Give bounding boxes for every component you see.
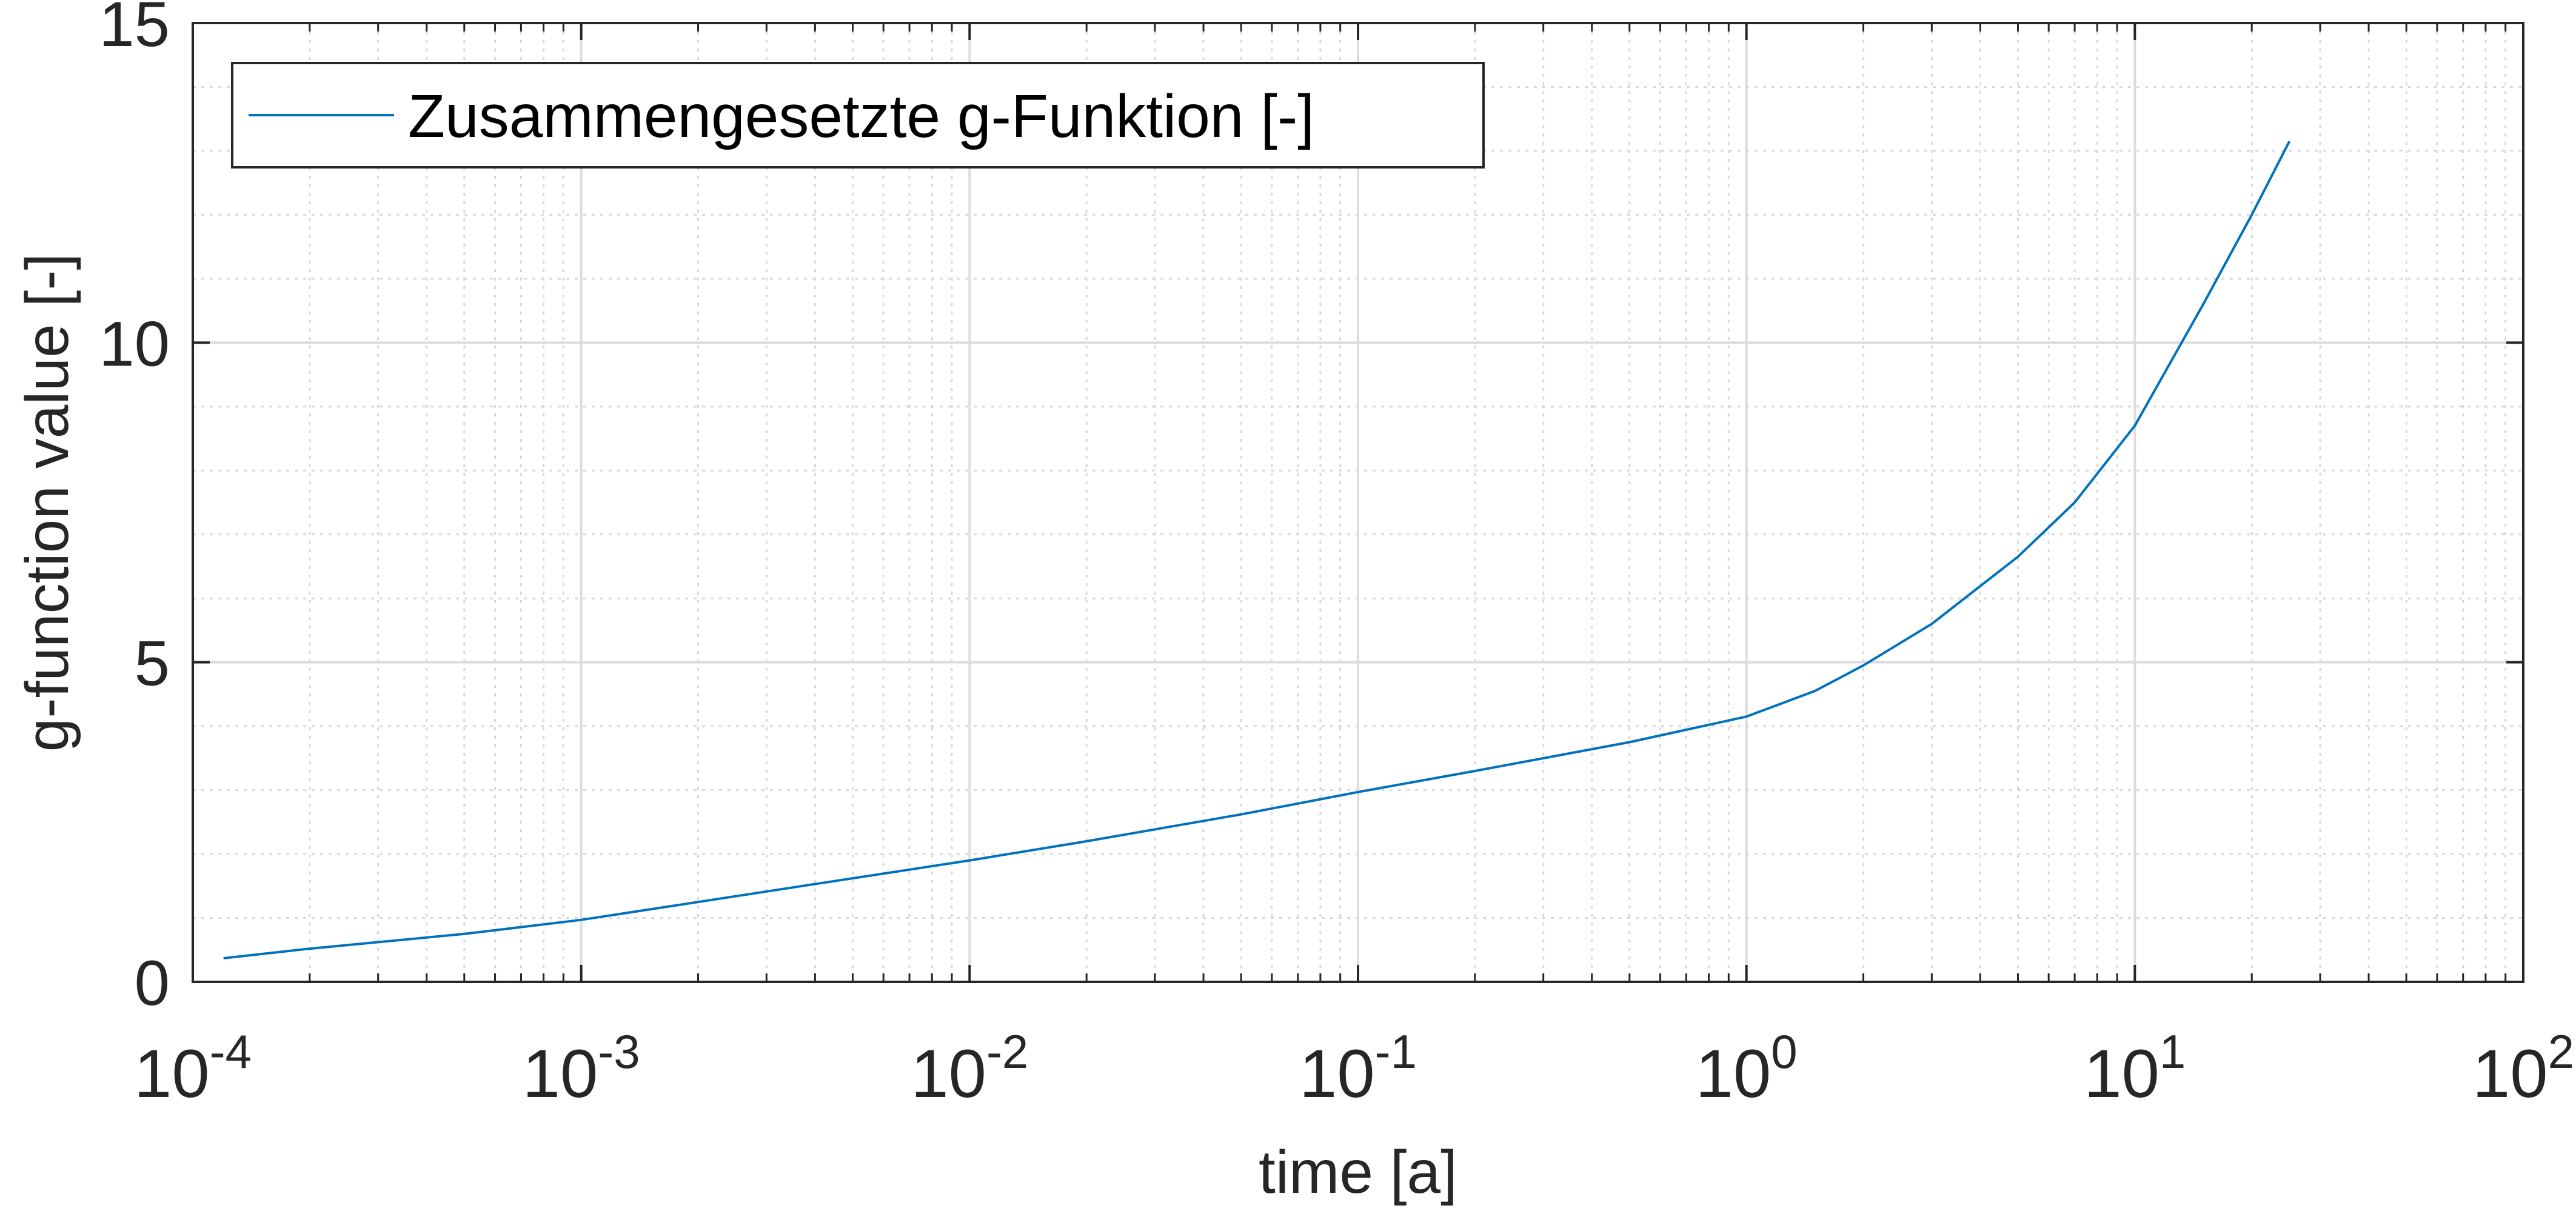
legend-label: Zusammengesetzte g-Funktion [-]	[408, 82, 1314, 150]
x-tick-label: 10-1	[1299, 1025, 1417, 1112]
x-tick-base: 10	[1299, 1036, 1375, 1112]
y-tick-label: 15	[99, 0, 170, 60]
x-tick-label: 10-3	[523, 1025, 640, 1112]
y-tick-label: 10	[99, 309, 170, 379]
x-tick-label: 102	[2472, 1025, 2574, 1112]
series-line-0	[223, 141, 2291, 959]
axis-ticks	[192, 22, 2524, 983]
x-tick-base: 10	[911, 1036, 986, 1112]
x-axis-label: time [a]	[1259, 1138, 1457, 1206]
y-tick-label: 0	[135, 948, 170, 1019]
x-tick-exponent: -3	[598, 1025, 640, 1078]
x-tick-base: 10	[2472, 1036, 2548, 1112]
x-tick-exponent: 0	[1771, 1025, 1797, 1078]
y-tick-label: 5	[135, 629, 170, 699]
legend: Zusammengesetzte g-Funktion [-]	[231, 62, 1485, 168]
x-tick-exponent: 1	[2159, 1025, 2186, 1078]
x-tick-exponent: -1	[1375, 1025, 1417, 1078]
x-tick-label: 101	[2084, 1025, 2186, 1112]
x-tick-labels: 10-4 10-3 10-2 10-1 100 101 102	[134, 1025, 2574, 1112]
x-tick-exponent: -4	[210, 1025, 252, 1078]
x-tick-base: 10	[2084, 1036, 2159, 1112]
series-layer	[223, 141, 2291, 959]
x-tick-exponent: -2	[986, 1025, 1028, 1078]
x-tick-base: 10	[134, 1036, 210, 1112]
y-axis-label: g-function value [-]	[13, 253, 81, 752]
y-tick-labels: 0 5 10 15	[99, 0, 170, 1019]
x-tick-label: 100	[1696, 1025, 1798, 1112]
x-tick-label: 10-4	[134, 1025, 252, 1112]
legend-box	[231, 62, 1485, 168]
x-tick-base: 10	[1696, 1036, 1771, 1112]
x-tick-label: 10-2	[911, 1025, 1028, 1112]
x-tick-base: 10	[523, 1036, 598, 1112]
x-tick-exponent: 2	[2548, 1025, 2574, 1078]
